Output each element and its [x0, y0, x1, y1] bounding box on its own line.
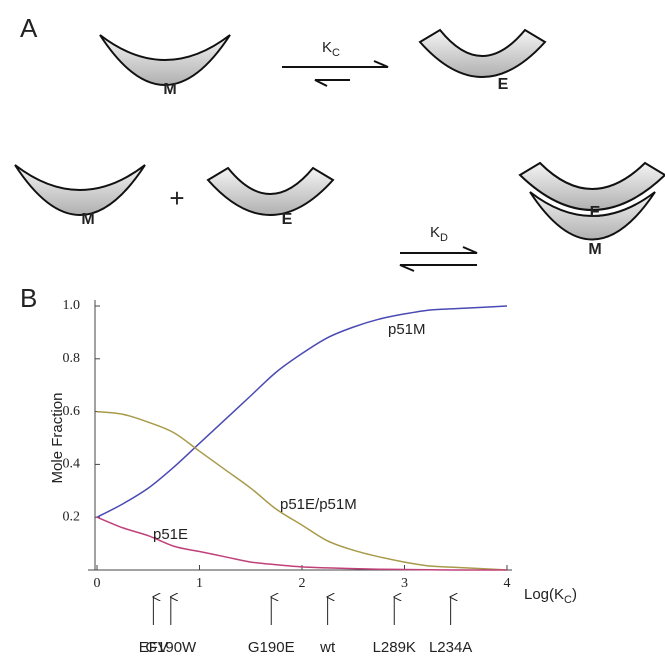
k-c: KC: [322, 39, 340, 59]
figure: A B M E KC M + E KD M E Mole Fraction Lo…: [0, 0, 665, 662]
k: K: [322, 39, 332, 56]
monomer-shape: [15, 165, 145, 215]
x-tick-label: 4: [504, 576, 511, 591]
e-shape: [420, 30, 545, 77]
x-title-part: ): [572, 586, 577, 603]
x-tick-label: 0: [94, 576, 101, 591]
annotation-label: G190E: [248, 639, 295, 656]
x-axis-title: Log(KC): [524, 586, 577, 606]
y-tick-label: 0.4: [63, 457, 81, 472]
x-tick-label: 2: [299, 576, 306, 591]
annotation-label: L234A: [429, 639, 472, 656]
x-tick-label: 1: [196, 576, 203, 591]
sub: C: [332, 47, 340, 59]
panel-label: B: [20, 283, 37, 313]
x-title-part: Log(K: [524, 586, 564, 603]
equilibrium-arrow: [400, 247, 477, 253]
series-line: [97, 412, 507, 570]
equilibrium-arrow: [315, 80, 350, 86]
y-tick-label: 0.6: [63, 404, 81, 419]
equilibrium-arrow: [400, 265, 477, 271]
series-label: p51E: [153, 526, 188, 543]
k-d: KD: [430, 224, 448, 244]
monomer-shape: [100, 35, 230, 85]
series-line: [97, 306, 507, 517]
annotation-label: L289K: [373, 639, 416, 656]
series-label: p51M: [388, 321, 426, 338]
k: K: [430, 224, 440, 241]
plus: +: [169, 183, 184, 213]
shape-label: M: [163, 81, 176, 98]
sub: D: [440, 232, 448, 244]
shape-label: M: [81, 211, 94, 228]
series-label: p51E/p51M: [280, 496, 357, 513]
equilibrium-arrow: [282, 61, 388, 67]
shape-label: E: [590, 204, 601, 221]
shape-label: M: [588, 241, 601, 258]
annotation-label: G190W: [145, 639, 197, 656]
shape-label: E: [498, 76, 509, 93]
y-tick-label: 0.8: [63, 351, 81, 366]
y-tick-label: 1.0: [63, 298, 81, 313]
x-tick-label: 3: [401, 576, 408, 591]
y-tick-label: 0.2: [63, 509, 81, 524]
annotation-label: wt: [319, 639, 336, 656]
x-title-sub: C: [564, 594, 572, 606]
shape-label: E: [282, 211, 293, 228]
panel-label: A: [20, 13, 38, 43]
e-shape: [208, 168, 333, 215]
